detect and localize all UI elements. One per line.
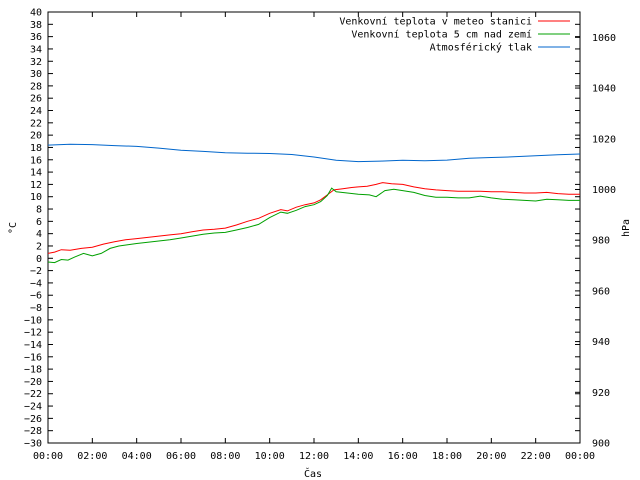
left-tick-label: 18 <box>30 143 42 154</box>
x-tick-label: 10:00 <box>255 451 285 462</box>
legend-label-2: Venkovní teplota 5 cm nad zemí <box>351 29 532 41</box>
left-tick-label: 12 <box>30 180 42 191</box>
left-tick-label: −26 <box>24 414 42 425</box>
x-tick-label: 00:00 <box>565 451 595 462</box>
left-tick-label: 14 <box>30 168 42 179</box>
left-tick-label: −6 <box>30 291 42 302</box>
left-tick-label: −10 <box>24 315 42 326</box>
right-tick-label: 1020 <box>592 134 616 145</box>
x-tick-label: 06:00 <box>166 451 196 462</box>
x-axis: 00:00 02:00 04:00 06:00 08:00 10:00 12:00 14:00… <box>33 12 595 462</box>
right-tick-label: 920 <box>592 388 610 399</box>
left-tick-label: 8 <box>36 205 42 216</box>
series-lines <box>47 143 581 264</box>
right-tick-label: 900 <box>592 439 610 450</box>
left-tick-label: 40 <box>30 8 42 19</box>
right-tick-label: 940 <box>592 337 610 348</box>
left-tick-label: −16 <box>24 352 42 363</box>
left-tick-label: 30 <box>30 69 42 80</box>
series-line-2 <box>47 187 580 264</box>
x-tick-label: 00:00 <box>33 451 63 462</box>
left-tick-label: −14 <box>24 340 42 351</box>
left-tick-label: −4 <box>30 278 42 289</box>
legend-label-3: Atmosférický tlak <box>430 42 532 54</box>
right-tick-label: 1040 <box>592 84 616 95</box>
left-tick-label: 20 <box>30 131 42 142</box>
left-tick-label: −12 <box>24 328 42 339</box>
x-tick-label: 08:00 <box>210 451 240 462</box>
x-axis-title: Čas <box>304 467 322 480</box>
left-tick-label: −2 <box>30 266 42 277</box>
right-tick-label: 960 <box>592 286 610 297</box>
x-tick-label: 22:00 <box>521 451 551 462</box>
right-axis-title: hPa <box>621 219 632 237</box>
left-tick-label: 32 <box>30 57 42 68</box>
x-tick-label: 02:00 <box>77 451 107 462</box>
left-tick-label: 0 <box>36 254 42 265</box>
x-tick-label: 12:00 <box>299 451 329 462</box>
left-tick-label: 28 <box>30 81 42 92</box>
left-tick-label: 4 <box>36 229 42 240</box>
left-tick-label: 22 <box>30 118 42 129</box>
left-tick-label: 34 <box>30 44 42 55</box>
left-tick-label: 10 <box>30 192 42 203</box>
legend-label-1: Venkovní teplota v meteo stanici <box>339 16 532 28</box>
left-tick-label: 6 <box>36 217 42 228</box>
left-tick-label: 24 <box>30 106 42 117</box>
x-tick-label: 18:00 <box>432 451 462 462</box>
right-tick-label: 1000 <box>592 185 616 196</box>
right-tick-label: 980 <box>592 236 610 247</box>
right-axis: 900 920 940 960 980 1000 1020 1040 1060 <box>575 33 616 450</box>
left-tick-label: 2 <box>36 241 42 252</box>
left-tick-label: 36 <box>30 32 42 43</box>
left-tick-label: −18 <box>24 365 42 376</box>
legend: Venkovní teplota v meteo staniciVenkovní… <box>339 16 570 54</box>
left-tick-label: −8 <box>30 303 42 314</box>
left-tick-label: −20 <box>24 377 42 388</box>
left-axis-title: °C <box>8 222 19 234</box>
left-tick-label: −24 <box>24 402 42 413</box>
left-tick-label: −28 <box>24 426 42 437</box>
series-line-1 <box>47 182 580 254</box>
right-tick-label: 1060 <box>592 33 616 44</box>
x-tick-label: 04:00 <box>122 451 152 462</box>
x-tick-label: 20:00 <box>476 451 506 462</box>
series-line-3 <box>47 143 581 163</box>
left-tick-label: −30 <box>24 439 42 450</box>
left-tick-label: 38 <box>30 20 42 31</box>
left-axis: −30−28−26−24−22−20−18−16−14−12−10−8−6−4−… <box>24 8 580 450</box>
x-tick-label: 14:00 <box>343 451 373 462</box>
left-tick-label: 26 <box>30 94 42 105</box>
plot-border <box>47 11 581 444</box>
x-tick-label: 16:00 <box>388 451 418 462</box>
left-tick-label: 16 <box>30 155 42 166</box>
plot-frame <box>47 11 581 444</box>
left-tick-label: −22 <box>24 389 42 400</box>
